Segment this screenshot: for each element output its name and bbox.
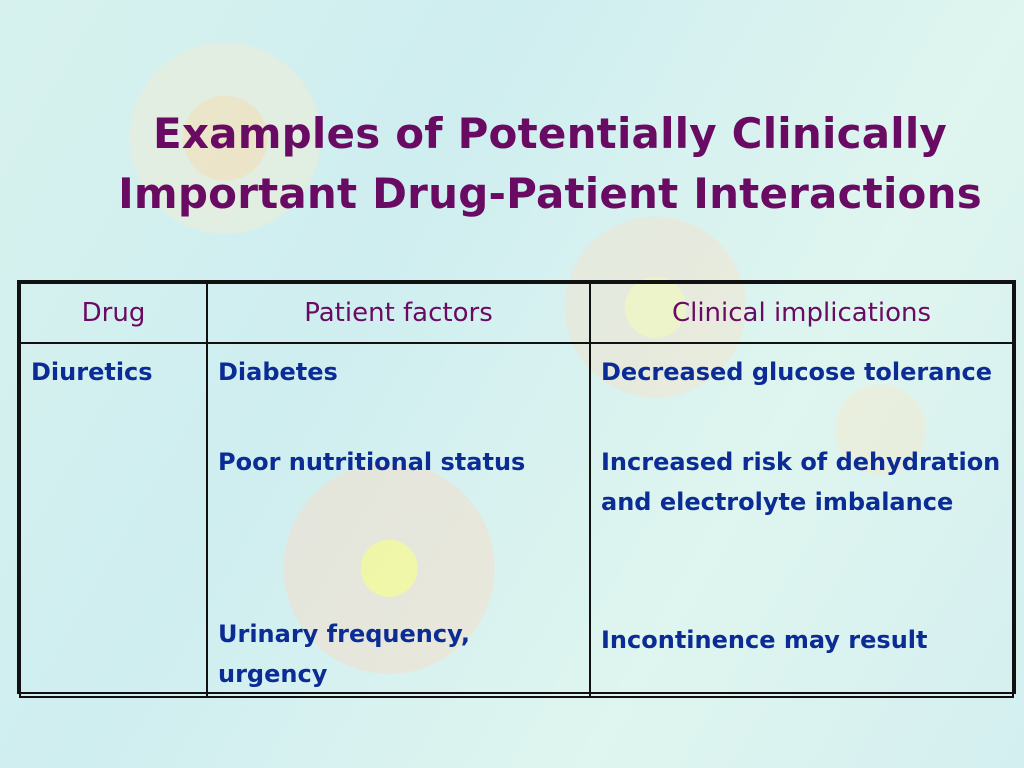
drug-cell: Diuretics bbox=[19, 342, 208, 698]
table-header-row: Drug Patient factors Clinical implicatio… bbox=[19, 282, 1014, 344]
header-clinical-implications: Clinical implications bbox=[589, 282, 1014, 344]
drug-patient-interactions-table: Drug Patient factors Clinical implicatio… bbox=[17, 280, 1016, 698]
patient-factor-item: Poor nutritional status bbox=[218, 448, 526, 476]
slide-title-line-1: Examples of Potentially Clinically bbox=[152, 109, 948, 158]
header-drug: Drug bbox=[19, 282, 208, 344]
clinical-implication-item: Incontinence may result bbox=[601, 626, 928, 654]
patient-factors-cell: Diabetes Poor nutritional status Urinary… bbox=[206, 342, 591, 698]
patient-factor-item: Urinary frequency, urgency bbox=[218, 620, 470, 688]
drug-name: Diuretics bbox=[31, 358, 153, 386]
clinical-implication-item: Decreased glucose tolerance bbox=[601, 358, 993, 386]
slide-title: Examples of Potentially Clinically Impor… bbox=[80, 104, 1020, 224]
header-patient-factors: Patient factors bbox=[206, 282, 591, 344]
slide-title-line-2: Important Drug-Patient Interactions bbox=[118, 169, 982, 218]
clinical-implications-cell: Decreased glucose tolerance Increased ri… bbox=[589, 342, 1014, 698]
clinical-implication-item: Increased risk of dehydration and electr… bbox=[601, 448, 1001, 516]
table-row: Diuretics Diabetes Poor nutritional stat… bbox=[19, 342, 1014, 698]
interactions-table: Drug Patient factors Clinical implicatio… bbox=[19, 282, 1014, 698]
patient-factor-item: Diabetes bbox=[218, 358, 338, 386]
